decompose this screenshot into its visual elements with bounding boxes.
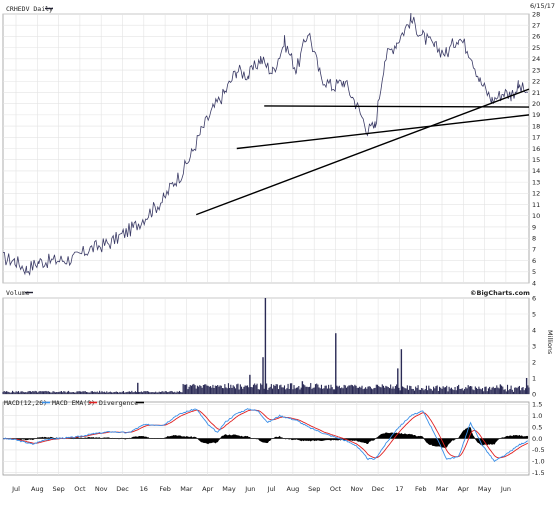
- x-tick-label: Jun: [500, 485, 511, 493]
- x-tick-label: May: [478, 485, 492, 493]
- price-tick-label: 10: [532, 212, 540, 220]
- x-tick-label: May: [222, 485, 236, 493]
- volume-tick-label: 1: [532, 374, 536, 382]
- price-line: [2, 12, 529, 276]
- date-label: 6/15/17: [530, 2, 555, 10]
- macd-tick-label: 1.0: [532, 412, 542, 420]
- price-tick-label: 6: [532, 257, 536, 265]
- x-tick-label: Oct: [74, 485, 86, 493]
- price-panel: 4 5 6 7 8 9 10 11 12 13 14 15 16 17 18 19 20 21 22 23 24 25 26…: [2, 2, 555, 287]
- price-tick-label: 11: [532, 201, 540, 209]
- trendline: [236, 114, 530, 150]
- volume-tick-label: 0: [532, 390, 536, 398]
- price-tick-label: 5: [532, 268, 536, 276]
- price-tick-label: 21: [532, 89, 540, 97]
- macd-legend-label: MACD EMA(9): [52, 399, 95, 407]
- x-tick-label: Jun: [244, 485, 255, 493]
- x-tick-label: Feb: [415, 485, 427, 493]
- x-tick-label: Nov: [95, 485, 108, 493]
- x-tick-label: Apr: [458, 485, 470, 493]
- x-tick-label: Jul: [11, 485, 20, 493]
- macd-panel: -1.5 -1.0 -0.5 0.0 0.5 1.0 1.5 MACD(12,26) MACD …: [2, 399, 545, 477]
- volume-unit-label: Millions: [546, 330, 554, 355]
- x-tick-label: Sep: [308, 485, 320, 493]
- price-tick-label: 13: [532, 178, 540, 186]
- x-tick-label: Oct: [330, 485, 342, 493]
- trendline: [195, 88, 530, 216]
- divergence-legend-label: Divergence: [99, 399, 138, 407]
- x-tick-label: Mar: [436, 485, 449, 493]
- macd-title: MACD(12,26): [4, 399, 47, 407]
- x-tick-label: Nov: [350, 485, 363, 493]
- volume-tick-label: 6: [532, 294, 536, 302]
- x-tick-label: Mar: [180, 485, 193, 493]
- price-tick-label: 19: [532, 111, 540, 119]
- credit: ©BigCharts.com: [470, 289, 530, 297]
- macd-line: [2, 408, 529, 463]
- volume-tick-label: 3: [532, 342, 536, 350]
- volume-tick-label: 2: [532, 358, 536, 366]
- price-tick-label: 16: [532, 145, 540, 153]
- macd-tick-label: 0.5: [532, 423, 542, 431]
- price-tick-label: 12: [532, 190, 540, 198]
- price-tick-label: 20: [532, 100, 540, 108]
- x-tick-label: Dec: [116, 485, 129, 493]
- volume-tick-label: 5: [532, 310, 536, 318]
- x-tick-label: Aug: [31, 485, 44, 493]
- price-tick-label: 17: [532, 134, 540, 142]
- price-tick-label: 23: [532, 66, 540, 74]
- macd-tick-label: 0.0: [532, 435, 542, 443]
- price-tick-label: 18: [532, 122, 540, 130]
- x-tick-label: Apr: [202, 485, 214, 493]
- price-tick-label: 27: [532, 22, 540, 30]
- x-tick-label: Dec: [372, 485, 385, 493]
- price-tick-label: 22: [532, 78, 540, 86]
- x-tick-label: 16: [140, 485, 148, 493]
- signal-line: [2, 409, 529, 459]
- price-tick-label: 24: [532, 55, 540, 63]
- volume-tick-label: 4: [532, 326, 536, 334]
- macd-tick-label: -1.5: [532, 469, 545, 477]
- price-tick-label: 8: [532, 234, 536, 242]
- x-tick-label: 17: [395, 485, 403, 493]
- x-axis: Jul Aug Sep Oct Nov Dec 16 Feb Mar Apr May Jun Jul Au…: [11, 485, 511, 493]
- price-tick-label: 9: [532, 223, 536, 231]
- volume-panel: 0 1 2 3 4 5 6 Volume ©BigCharts.com Millions: [2, 289, 554, 398]
- x-tick-label: Aug: [287, 485, 300, 493]
- price-tick-label: 26: [532, 33, 540, 41]
- x-tick-label: Jul: [267, 485, 276, 493]
- macd-tick-label: -1.0: [532, 458, 545, 466]
- price-tick-label: 7: [532, 246, 536, 254]
- price-tick-label: 14: [532, 167, 540, 175]
- trendline: [264, 105, 530, 108]
- price-tick-label: 4: [532, 279, 536, 287]
- volume-title: Volume: [6, 289, 30, 297]
- x-tick-label: Sep: [52, 485, 64, 493]
- price-tick-label: 28: [532, 10, 540, 18]
- macd-tick-label: -0.5: [532, 446, 545, 454]
- x-tick-label: Feb: [159, 485, 171, 493]
- price-tick-label: 25: [532, 44, 540, 52]
- price-title: CRHEDV Daily: [6, 5, 53, 13]
- price-tick-label: 15: [532, 156, 540, 164]
- macd-tick-label: 1.5: [532, 401, 542, 409]
- divergence-area: [2, 427, 529, 448]
